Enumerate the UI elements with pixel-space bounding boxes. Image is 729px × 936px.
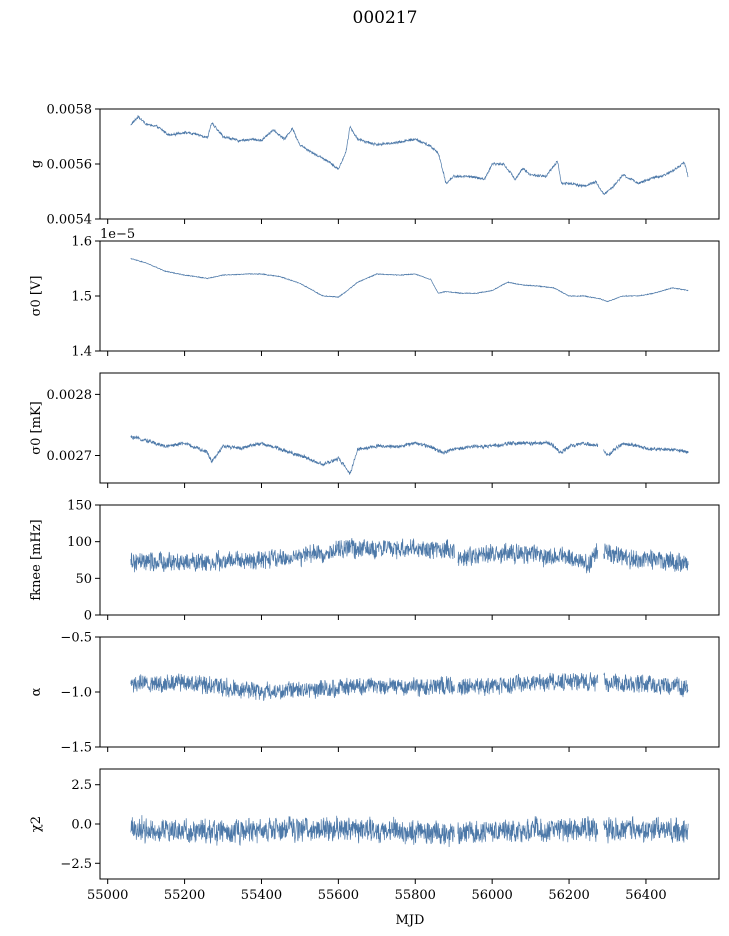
y-tick-label: 0.0 bbox=[71, 818, 92, 833]
axes-frame bbox=[99, 108, 720, 220]
series-line bbox=[130, 672, 689, 701]
y-tick-label: 2.5 bbox=[71, 778, 92, 793]
x-tick-label: 55000 bbox=[87, 888, 128, 903]
panel-2: 1.4 1.5 1.6 1e−5 σ0 [V] bbox=[29, 227, 720, 360]
y-tick-label: 0.0054 bbox=[47, 213, 93, 228]
axes-frame bbox=[99, 636, 720, 748]
y-tick-label: 0.0028 bbox=[47, 388, 93, 403]
axes-frame bbox=[99, 372, 720, 484]
y-axis-label: α bbox=[29, 687, 44, 696]
y-tick-label: 0.0027 bbox=[47, 449, 93, 464]
panel-4: 0 50 100 150 fknee [mHz] bbox=[29, 499, 720, 624]
series-line bbox=[130, 257, 689, 303]
y-tick-label: 1.4 bbox=[71, 345, 92, 360]
series-line bbox=[130, 434, 689, 475]
y-axis-label: g bbox=[29, 160, 44, 168]
y-tick-label: 150 bbox=[67, 499, 92, 514]
panel-5: −1.5 −1.0 −0.5 α bbox=[29, 631, 720, 756]
offset-text: 1e−5 bbox=[100, 227, 135, 242]
x-tick-label: 55400 bbox=[241, 888, 282, 903]
y-axis-label: σ0 [mK] bbox=[29, 401, 44, 454]
y-axis-label: χ2 bbox=[29, 816, 44, 832]
y-tick-label: 0.0056 bbox=[47, 158, 93, 173]
y-tick-label: −0.5 bbox=[60, 631, 92, 646]
x-tick-label: 55800 bbox=[395, 888, 436, 903]
axes-frame bbox=[99, 504, 720, 616]
y-axis-label: σ0 [V] bbox=[29, 276, 44, 317]
x-axis-label: MJD bbox=[396, 913, 425, 928]
y-tick-label: −1.5 bbox=[60, 741, 92, 756]
panel-1: 0.0054 0.0056 0.0058 g bbox=[29, 103, 720, 228]
y-tick-label: 0 bbox=[84, 609, 92, 624]
y-axis-label: fknee [mHz] bbox=[29, 519, 44, 600]
y-tick-label: 1.6 bbox=[71, 235, 92, 250]
y-tick-label: −1.0 bbox=[60, 686, 92, 701]
y-tick-label: 100 bbox=[67, 535, 92, 550]
series-line bbox=[130, 114, 689, 196]
x-tick-label: 56400 bbox=[625, 888, 666, 903]
panels: 0.0054 0.0056 0.0058 g 1.4 1.5 1.6 1e−5 σ0 [V] 0.… bbox=[29, 103, 720, 903]
panel-6: −2.5 0.0 2.5 55000 55200 55400 55600 55800 56000… bbox=[29, 768, 720, 903]
series-line bbox=[130, 815, 689, 848]
series-line bbox=[130, 538, 689, 574]
y-tick-label: 0.0058 bbox=[47, 103, 93, 118]
y-tick-label: −2.5 bbox=[60, 857, 92, 872]
x-tick-label: 56200 bbox=[548, 888, 589, 903]
x-tick-label: 55200 bbox=[164, 888, 205, 903]
x-tick-label: 55600 bbox=[318, 888, 359, 903]
y-tick-label: 50 bbox=[75, 572, 92, 587]
y-tick-label: 1.5 bbox=[71, 290, 92, 305]
suptitle: 000217 bbox=[353, 8, 418, 28]
x-tick-label: 56000 bbox=[471, 888, 512, 903]
